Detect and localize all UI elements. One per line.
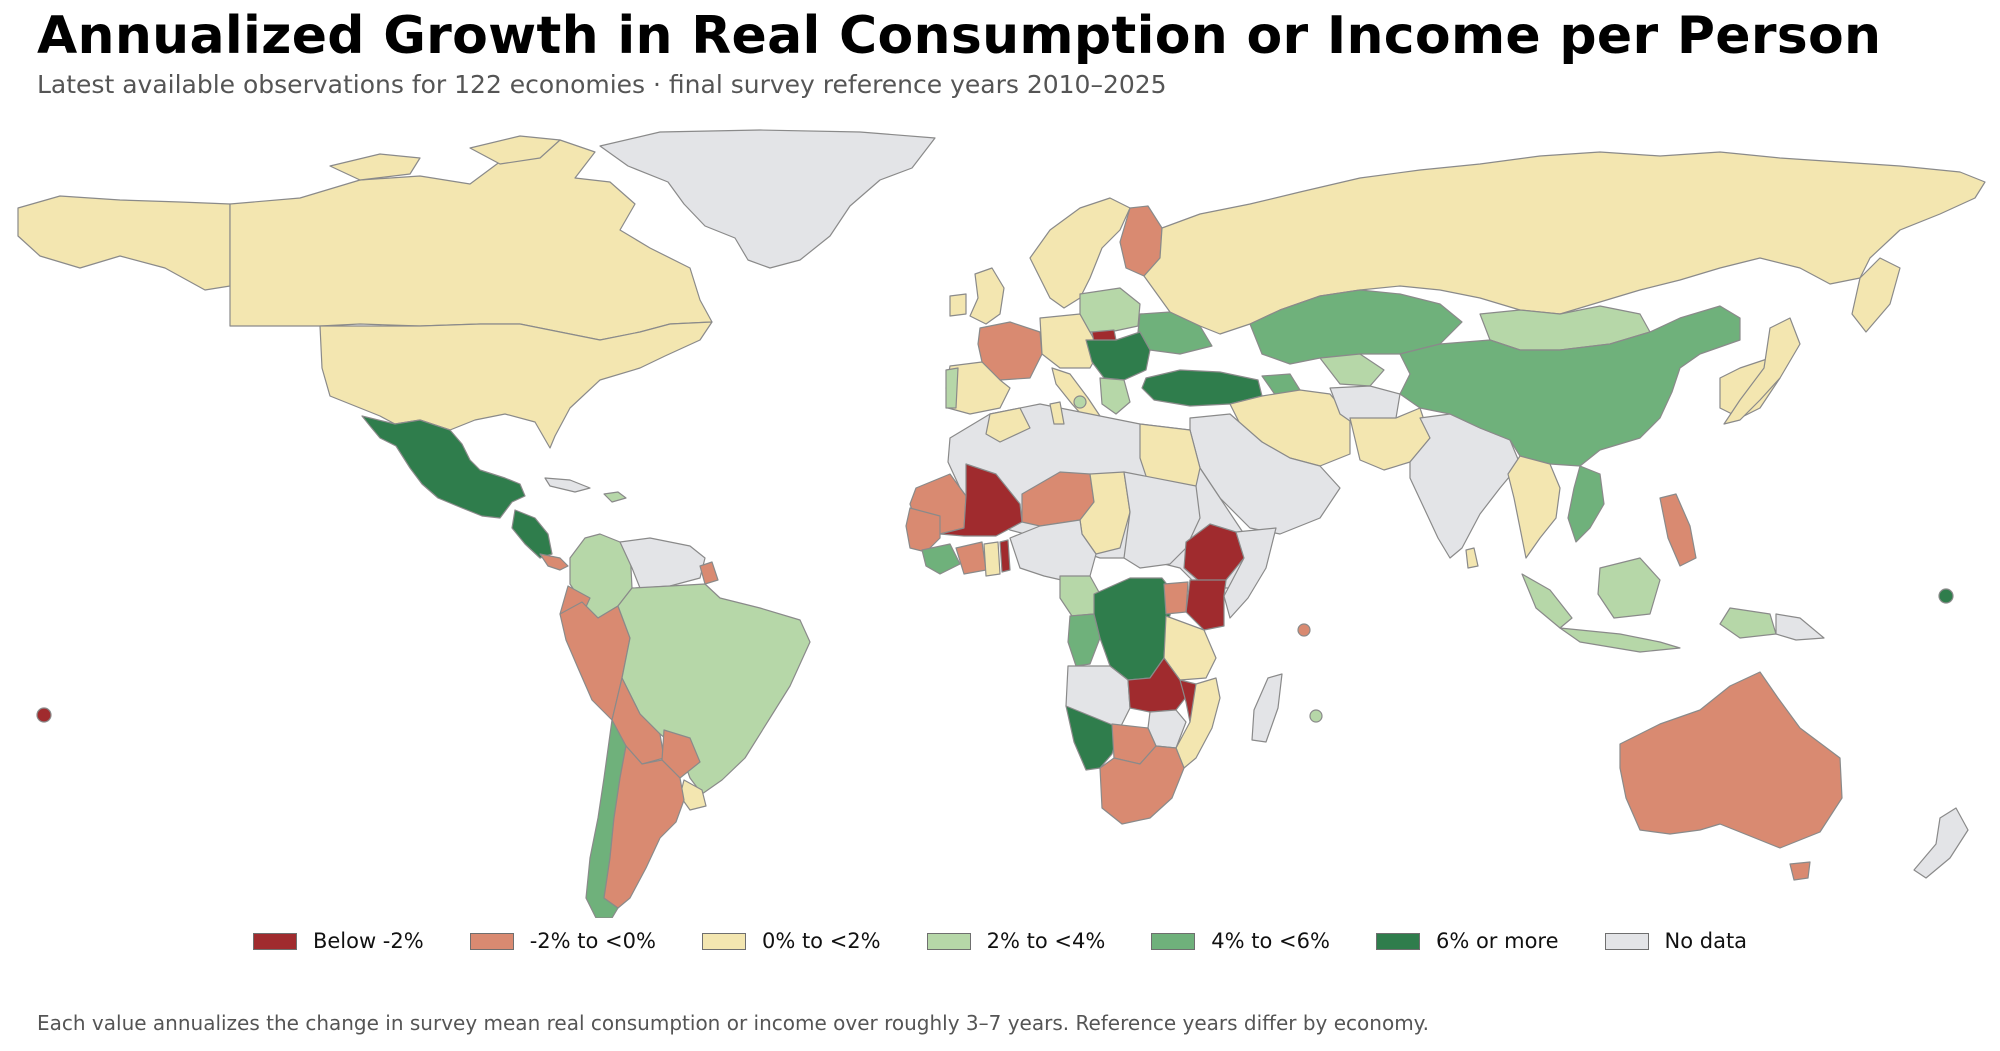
- region-guatemala[interactable]: [511, 509, 553, 559]
- region-senegal-guinea[interactable]: [905, 507, 941, 553]
- region-suriname[interactable]: [699, 561, 719, 585]
- region-china[interactable]: [1399, 305, 1741, 467]
- region-malaysia[interactable]: [1521, 573, 1573, 629]
- region-ethiopia[interactable]: [1183, 523, 1245, 583]
- region-uzbekistan[interactable]: [1319, 353, 1385, 387]
- region-philippines[interactable]: [1659, 493, 1697, 567]
- legend-swatch: [926, 932, 971, 950]
- marker-malta[interactable]: [1073, 395, 1087, 409]
- marker-pacific-east[interactable]: [36, 707, 52, 723]
- region-mali[interactable]: [939, 463, 1023, 537]
- legend-label: No data: [1664, 929, 1748, 953]
- region-dominican-republic[interactable]: [603, 491, 627, 503]
- legend-swatch: [469, 932, 514, 950]
- region-kazakhstan[interactable]: [1249, 289, 1463, 365]
- region-gabon-congo[interactable]: [1067, 613, 1101, 667]
- region-png: [1775, 613, 1825, 641]
- region-tunisia[interactable]: [1049, 401, 1065, 425]
- region-alaska[interactable]: [17, 195, 231, 291]
- marker-mauritius[interactable]: [1309, 709, 1323, 723]
- legend-swatch: [1375, 932, 1420, 950]
- region-ghana[interactable]: [983, 541, 1001, 577]
- map-legend: Below -2% -2% to <0% 0% to <2% 2% to <4%…: [0, 924, 2000, 958]
- region-honduras[interactable]: [539, 553, 569, 571]
- region-tasmania[interactable]: [1789, 861, 1811, 881]
- region-mozambique[interactable]: [1175, 677, 1221, 769]
- legend-item-4-to-6: 4% to <6%: [1151, 929, 1330, 953]
- legend-item-minus2-to-0: -2% to <0%: [469, 929, 656, 953]
- region-baltics-poland[interactable]: [1079, 287, 1141, 333]
- legend-label: 2% to <4%: [986, 929, 1106, 953]
- region-myanmar-thailand[interactable]: [1507, 455, 1561, 559]
- region-borneo[interactable]: [1597, 557, 1661, 619]
- region-arctic-islands-2: [469, 135, 561, 165]
- region-arctic-islands-1: [329, 153, 421, 181]
- legend-item-no-data: No data: [1604, 929, 1748, 953]
- region-mexico[interactable]: [361, 415, 526, 519]
- legend-swatch: [1151, 932, 1196, 950]
- world-choropleth-map: [17, 129, 1986, 918]
- legend-swatch: [252, 932, 297, 950]
- region-canada[interactable]: [229, 139, 713, 341]
- region-greece[interactable]: [1099, 377, 1131, 415]
- region-caribbean: [544, 477, 591, 493]
- region-cote-divoire[interactable]: [955, 541, 987, 575]
- marker-pacific-west[interactable]: [1938, 588, 1954, 604]
- region-australia[interactable]: [1619, 671, 1843, 849]
- region-nigeria-cameroon: [1009, 519, 1097, 583]
- map-title: Annualized Growth in Real Consumption or…: [37, 6, 1882, 66]
- region-south-africa[interactable]: [1099, 745, 1185, 825]
- region-guianas: [619, 537, 706, 589]
- region-greenland[interactable]: [599, 129, 936, 269]
- region-papua[interactable]: [1719, 607, 1777, 639]
- legend-item-0-to-2: 0% to <2%: [701, 929, 881, 953]
- map-subtitle: Latest available observations for 122 ec…: [37, 70, 1167, 99]
- legend-label: 6% or more: [1435, 929, 1559, 953]
- region-scandinavia[interactable]: [1029, 197, 1131, 309]
- region-togo[interactable]: [999, 539, 1011, 573]
- region-somalia: [1223, 527, 1277, 619]
- legend-label: Below -2%: [312, 929, 424, 953]
- region-paraguay[interactable]: [661, 729, 701, 779]
- legend-swatch: [1604, 932, 1649, 950]
- region-ireland[interactable]: [949, 293, 967, 317]
- legend-item-below-2: Below -2%: [252, 929, 424, 953]
- region-argentina[interactable]: [603, 745, 685, 909]
- region-france[interactable]: [977, 321, 1043, 381]
- legend-item-6-plus: 6% or more: [1375, 929, 1559, 953]
- legend-item-2-to-4: 2% to <4%: [926, 929, 1106, 953]
- region-new-zealand: [1913, 807, 1969, 879]
- legend-swatch: [701, 932, 746, 950]
- region-united-kingdom[interactable]: [969, 267, 1005, 325]
- region-sierra-leone[interactable]: [921, 543, 961, 575]
- region-morocco[interactable]: [985, 407, 1031, 443]
- region-united-states[interactable]: [319, 321, 713, 449]
- region-kamchatka: [1851, 257, 1901, 333]
- region-japan[interactable]: [1723, 317, 1801, 425]
- region-uganda[interactable]: [1163, 581, 1189, 615]
- region-sri-lanka[interactable]: [1465, 547, 1479, 569]
- region-sudan: [1123, 471, 1201, 569]
- map-footnote: Each value annualizes the change in surv…: [37, 1011, 1430, 1035]
- marker-seychelles[interactable]: [1297, 623, 1311, 637]
- region-indonesia-south[interactable]: [1559, 627, 1681, 653]
- legend-label: 0% to <2%: [761, 929, 881, 953]
- legend-label: 4% to <6%: [1211, 929, 1330, 953]
- legend-label: -2% to <0%: [529, 929, 656, 953]
- region-vietnam[interactable]: [1567, 465, 1605, 543]
- region-portugal[interactable]: [945, 367, 959, 409]
- region-balkans[interactable]: [1085, 331, 1151, 381]
- region-kenya[interactable]: [1185, 579, 1227, 631]
- region-madagascar: [1251, 673, 1283, 743]
